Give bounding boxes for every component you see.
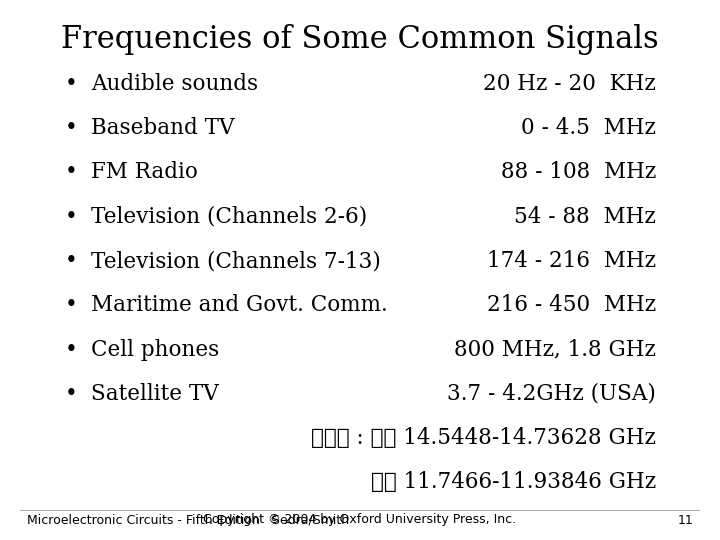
Text: •: • (65, 339, 77, 361)
Text: •: • (65, 206, 77, 228)
Text: 54 - 88  MHz: 54 - 88 MHz (514, 206, 656, 228)
Text: Microelectronic Circuits - Fifth Edition   Sedra/Smith: Microelectronic Circuits - Fifth Edition… (27, 514, 348, 526)
Text: 174 - 216  MHz: 174 - 216 MHz (487, 250, 656, 272)
Text: 800 MHz, 1.8 GHz: 800 MHz, 1.8 GHz (454, 339, 656, 361)
Text: Cell phones: Cell phones (91, 339, 220, 361)
Text: •: • (65, 383, 77, 405)
Text: 무궁화 : 상향 14.5448-14.73628 GHz: 무궁화 : 상향 14.5448-14.73628 GHz (311, 427, 656, 449)
Text: Baseband TV: Baseband TV (91, 117, 235, 139)
Text: •: • (65, 161, 77, 184)
Text: •: • (65, 250, 77, 272)
Text: 3.7 - 4.2GHz (USA): 3.7 - 4.2GHz (USA) (447, 383, 656, 405)
Text: 0 - 4.5  MHz: 0 - 4.5 MHz (521, 117, 656, 139)
Text: Maritime and Govt. Comm.: Maritime and Govt. Comm. (91, 294, 388, 316)
Text: 88 - 108  MHz: 88 - 108 MHz (500, 161, 656, 184)
Text: Audible sounds: Audible sounds (91, 73, 258, 95)
Text: Television (Channels 7-13): Television (Channels 7-13) (91, 250, 381, 272)
Text: 11: 11 (678, 514, 693, 526)
Text: Television (Channels 2-6): Television (Channels 2-6) (91, 206, 367, 228)
Text: Satellite TV: Satellite TV (91, 383, 219, 405)
Text: 20 Hz - 20  KHz: 20 Hz - 20 KHz (483, 73, 656, 95)
Text: 216 - 450  MHz: 216 - 450 MHz (487, 294, 656, 316)
Text: 하향 11.7466-11.93846 GHz: 하향 11.7466-11.93846 GHz (371, 471, 656, 494)
Text: FM Radio: FM Radio (91, 161, 198, 184)
Text: Frequencies of Some Common Signals: Frequencies of Some Common Signals (61, 24, 659, 55)
Text: •: • (65, 294, 77, 316)
Text: •: • (65, 73, 77, 95)
Text: Copyright © 2004 by Oxford University Press, Inc.: Copyright © 2004 by Oxford University Pr… (204, 514, 516, 526)
Text: •: • (65, 117, 77, 139)
